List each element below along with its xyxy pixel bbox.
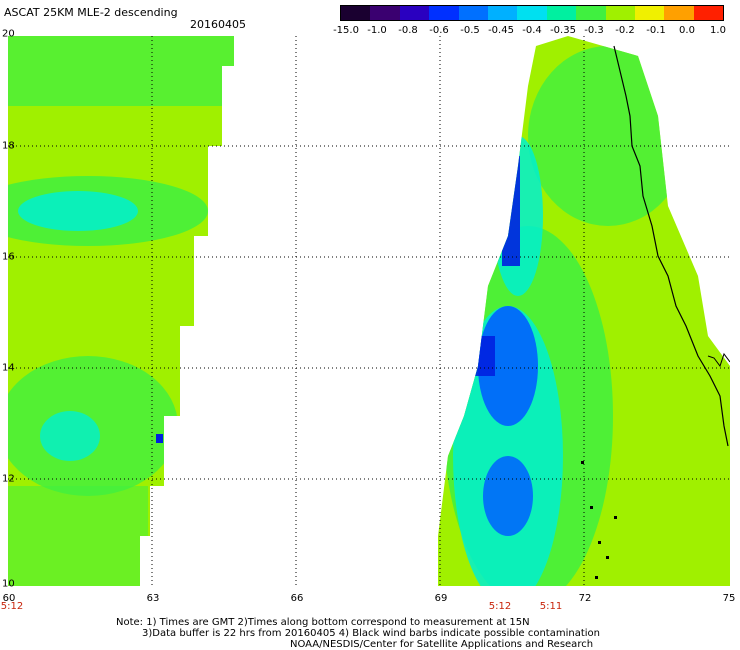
colorbar-label: -1.0 (367, 25, 387, 36)
lat-tick-14: 14 (2, 362, 15, 374)
island-mark (581, 461, 584, 464)
lat-tick-16: 16 (2, 251, 15, 263)
island-mark (595, 576, 598, 579)
coastline (613, 45, 729, 447)
lon-tick-69: 69 (434, 593, 448, 604)
colorbar-swatch (429, 6, 459, 20)
colorbar-swatch (693, 6, 724, 20)
swath-west-green-top (8, 36, 234, 106)
lat-tick-20: 20 (2, 28, 15, 40)
swath-west-blue-pixel (156, 434, 163, 443)
colorbar-swatch (487, 6, 518, 20)
colorbar-label: 0.0 (679, 25, 695, 36)
swath-east-blue-patch (473, 336, 495, 376)
colorbar-swatch (399, 6, 430, 20)
colorbar-label: -0.6 (429, 25, 449, 36)
lon-tick-75: 75 (722, 593, 736, 604)
island-mark (614, 516, 617, 519)
lat-tick-18: 18 (2, 140, 15, 152)
colorbar-swatch (370, 6, 400, 20)
note-line-2: 3)Data buffer is 22 hrs from 20160405 4)… (142, 628, 600, 639)
swath-west-cyan-band (18, 191, 138, 231)
lon-tick-72: 72 (578, 593, 592, 604)
product-title: ASCAT 25KM MLE-2 descending (4, 6, 178, 19)
swath-map (8, 36, 730, 586)
pass-time-east-2: 5:11 (539, 601, 563, 612)
note-line-1: Note: 1) Times are GMT 2)Times along bot… (116, 617, 530, 628)
colorbar-swatch (341, 6, 371, 20)
coastline-detail (707, 352, 730, 368)
pass-time-west: 5:12 (0, 601, 24, 612)
island-mark (606, 556, 609, 559)
lon-tick-63: 63 (146, 593, 160, 604)
colorbar-label: -0.35 (550, 25, 576, 36)
lat-tick-10: 10 (2, 578, 15, 590)
swath-west-green-bottom (8, 486, 148, 586)
lon-tick-66: 66 (290, 593, 304, 604)
colorbar-label: -0.4 (522, 25, 542, 36)
colorbar-label: -0.1 (646, 25, 666, 36)
island-mark (598, 541, 601, 544)
swath-east-blue-south (483, 456, 533, 536)
swath-west (8, 36, 234, 586)
colorbar-swatch (576, 6, 606, 20)
island-mark (590, 506, 593, 509)
colorbar-swatch (517, 6, 547, 20)
note-line-3: NOAA/NESDIS/Center for Satellite Applica… (290, 639, 594, 650)
colorbar-label: -0.2 (615, 25, 635, 36)
colorbar-label: -0.5 (460, 25, 480, 36)
swath-west-cyan-south (40, 411, 100, 461)
colorbar-label: -0.3 (584, 25, 604, 36)
colorbar-swatch (634, 6, 665, 20)
lat-tick-12: 12 (2, 473, 15, 485)
colorbar-label: -0.45 (488, 25, 514, 36)
lon-tick-60: 60 (2, 593, 16, 604)
colorbar-swatch (546, 6, 577, 20)
colorbar-swatch (664, 6, 694, 20)
colorbar-swatch (458, 6, 488, 20)
colorbar-label: -0.8 (398, 25, 418, 36)
colorbar-label: 1.0 (710, 25, 726, 36)
colorbar (340, 5, 724, 21)
product-date: 20160405 (190, 18, 246, 31)
colorbar-label: -15.0 (333, 25, 359, 36)
swath-east-green-north (528, 46, 688, 226)
swath-east-blue-strip (502, 156, 520, 266)
pass-time-east-1: 5:12 (488, 601, 512, 612)
colorbar-swatch (605, 6, 635, 20)
